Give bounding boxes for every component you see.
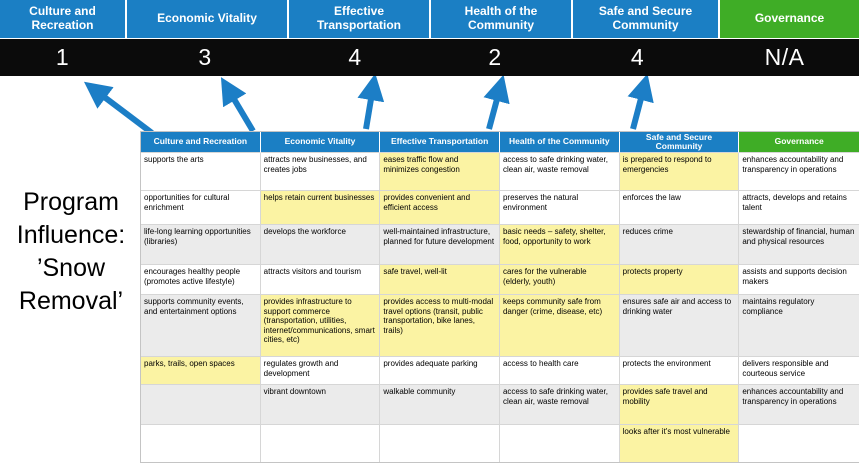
score-governance: N/A	[764, 44, 805, 70]
arrow-up-icon	[627, 76, 654, 130]
matrix-cell-r7c2: vibrant downtown	[260, 385, 381, 425]
program-influence-line: Program	[23, 188, 119, 216]
matrix-cell-r7c6: enhances accountability and transparency…	[739, 385, 859, 425]
matrix-cell-r7c4: access to safe drinking water, clean air…	[499, 385, 620, 425]
matrix-cell-r4c3: safe travel, well-lit	[380, 265, 500, 295]
matrix-cell-r3c2: develops the workforce	[260, 225, 381, 265]
matrix-cell-r3c1: life-long learning opportunities (librar…	[141, 225, 261, 265]
matrix-header-economic-vitality: Economic Vitality	[260, 132, 381, 153]
matrix-cell-r6c2: regulates growth and development	[260, 357, 381, 385]
matrix-cell-r3c3: well-maintained infrastructure, planned …	[380, 225, 500, 265]
matrix-cell-r8c4	[499, 425, 620, 462]
matrix-cell-r2c2: helps retain current businesses	[260, 191, 381, 225]
summary-header-effective-transportation: Effective Transportation	[289, 0, 429, 38]
matrix-cell-r6c1: parks, trails, open spaces	[141, 357, 261, 385]
matrix-cell-r6c5: protects the environment	[619, 357, 740, 385]
matrix-header-culture-and-recreation: Culture and Recreation	[141, 132, 261, 153]
matrix-cell-r4c6: assists and supports decision makers	[739, 265, 859, 295]
matrix-cell-r3c4: basic needs – safety, shelter, food, opp…	[499, 225, 620, 265]
matrix-cell-r2c4: preserves the natural environment	[499, 191, 620, 225]
matrix-header-safe-and-secure-community: Safe and Secure Community	[619, 132, 740, 153]
score-health-of-the-community: 2	[488, 44, 502, 70]
matrix-cell-r4c1: encourages healthy people (promotes acti…	[141, 265, 261, 295]
score-effective-transportation: 4	[348, 44, 362, 70]
summary-header-safe-and-secure-community: Safe and Secure Community	[573, 0, 718, 38]
program-influence-label: Program Influence: ’Snow Removal’	[0, 186, 142, 318]
matrix-cell-r4c4: cares for the vulnerable (elderly, youth…	[499, 265, 620, 295]
program-influence-line: Removal’	[18, 287, 124, 315]
matrix-header-health-of-the-community: Health of the Community	[499, 132, 620, 153]
score-safe-and-secure-community: 4	[630, 44, 645, 70]
matrix-cell-r3c6: stewardship of financial, human and phys…	[739, 225, 859, 265]
matrix-cell-r1c1: supports the arts	[141, 153, 261, 191]
matrix-cell-r8c3	[380, 425, 500, 462]
matrix-cell-r4c5: protects property	[619, 265, 740, 295]
program-influence-line: Influence:	[16, 221, 126, 249]
summary-header-economic-vitality: Economic Vitality	[127, 0, 287, 38]
summary-header-row: Culture and Recreation Economic Vitality E…	[0, 0, 859, 38]
matrix-cell-r2c5: enforces the law	[619, 191, 740, 225]
score-culture-and-recreation: 1	[55, 44, 70, 70]
program-influence-line: ’Snow	[36, 254, 106, 282]
pillar-matrix-table: Culture and Recreation Economic Vitality E…	[140, 131, 859, 463]
score-arrows	[83, 76, 654, 134]
matrix-cell-r1c2: attracts new businesses, and creates job…	[260, 153, 381, 191]
score-economic-vitality: 3	[198, 44, 212, 70]
matrix-cell-r1c6: enhances accountability and transparency…	[739, 153, 859, 191]
matrix-cell-r1c3: eases traffic flow and minimizes congest…	[380, 153, 500, 191]
matrix-cell-r7c5: provides safe travel and mobility	[619, 385, 740, 425]
matrix-cell-r2c1: opportunities for cultural enrichment	[141, 191, 261, 225]
matrix-cell-r7c3: walkable community	[380, 385, 500, 425]
matrix-cell-r8c6	[739, 425, 859, 462]
matrix-cell-r5c4: keeps community safe from danger (crime,…	[499, 295, 620, 357]
matrix-cell-r8c5: looks after it's most vulnerable	[619, 425, 740, 462]
matrix-cell-r7c1	[141, 385, 261, 425]
matrix-header-effective-transportation: Effective Transportation	[380, 132, 500, 153]
summary-header-governance: Governance	[720, 0, 859, 38]
matrix-cell-r8c1	[141, 425, 261, 462]
arrow-up-icon	[483, 76, 510, 130]
matrix-cell-r5c5: ensures safe air and access to drinking …	[619, 295, 740, 357]
matrix-cell-r5c2: provides infrastructure to support comme…	[260, 295, 381, 357]
summary-header-culture-and-recreation: Culture and Recreation	[0, 0, 125, 38]
matrix-cell-r5c3: provides access to multi-modal travel op…	[380, 295, 500, 357]
matrix-cell-r2c3: provides convenient and efficient access	[380, 191, 500, 225]
matrix-cell-r1c4: access to safe drinking water, clean air…	[499, 153, 620, 191]
program-score-row: 1 3 4 2 4 N/A	[0, 39, 859, 76]
matrix-cell-r5c1: supports community events, and entertain…	[141, 295, 261, 357]
matrix-header-governance: Governance	[739, 132, 859, 153]
summary-header-health-of-the-community: Health of the Community	[431, 0, 571, 38]
matrix-cell-r4c2: attracts visitors and tourism	[260, 265, 381, 295]
matrix-cell-r6c4: access to health care	[499, 357, 620, 385]
matrix-cell-r1c5: is prepared to respond to emergencies	[619, 153, 740, 191]
matrix-cell-r6c6: delivers responsible and courteous servi…	[739, 357, 859, 385]
arrow-up-icon	[83, 81, 154, 134]
matrix-cell-r5c6: maintains regulatory compliance	[739, 295, 859, 357]
matrix-cell-r2c6: attracts, develops and retains talent	[739, 191, 859, 225]
arrow-up-icon	[357, 76, 385, 130]
matrix-cell-r6c3: provides adequate parking	[380, 357, 500, 385]
arrow-up-icon	[220, 77, 256, 133]
matrix-cell-r3c5: reduces crime	[619, 225, 740, 265]
matrix-cell-r8c2	[260, 425, 381, 462]
